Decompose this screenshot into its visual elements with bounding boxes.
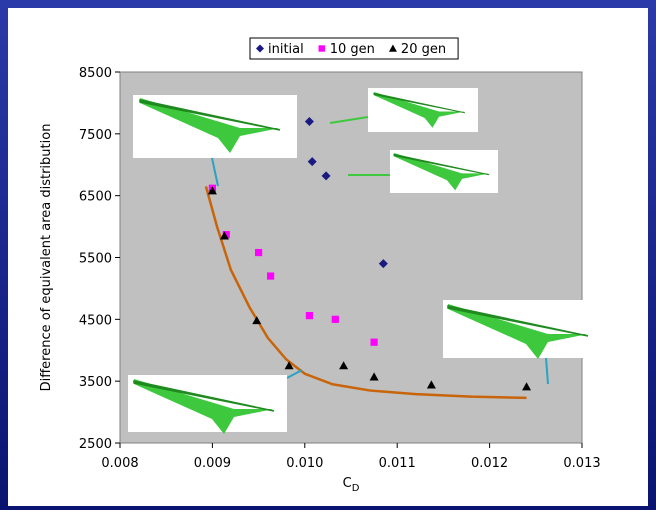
- legend-label: 20 gen: [401, 42, 446, 57]
- plot: 2500 3500 4500 5500 6500 7500 8500 0.008 0.009 0.…: [39, 66, 601, 494]
- x-tick-label: 0.008: [101, 456, 138, 471]
- x-tick-label: 0.013: [563, 456, 600, 471]
- marker: [332, 316, 339, 323]
- y-tick-label: 6500: [79, 190, 112, 205]
- y-tick-label: 4500: [79, 313, 112, 328]
- y-tick-label: 2500: [79, 437, 112, 452]
- page: {"chart_data": {"type": "scatter", "xlab…: [0, 0, 656, 510]
- marker: [306, 312, 313, 319]
- legend: initial 10 gen 20 gen: [250, 38, 458, 59]
- x-axis-label-main: C: [343, 476, 352, 491]
- x-tick-label: 0.011: [379, 456, 416, 471]
- legend-label: initial: [268, 42, 304, 57]
- y-tick-label: 7500: [79, 128, 112, 143]
- y-tick-label: 8500: [79, 66, 112, 81]
- x-tick-label: 0.012: [471, 456, 508, 471]
- marker: [267, 272, 274, 279]
- legend-label: 10 gen: [330, 42, 375, 57]
- chart: 2500 3500 4500 5500 6500 7500 8500 0.008 0.009 0.…: [0, 0, 656, 510]
- x-axis-label-sub: D: [352, 483, 360, 494]
- y-tick-label: 5500: [79, 252, 112, 267]
- marker: [319, 45, 325, 51]
- marker: [255, 249, 262, 256]
- y-axis-label: Difference of equivalent area distributi…: [39, 124, 54, 392]
- x-tick-label: 0.009: [194, 456, 231, 471]
- x-tick-label: 0.010: [286, 456, 323, 471]
- y-tick-label: 3500: [79, 375, 112, 390]
- marker: [371, 339, 378, 346]
